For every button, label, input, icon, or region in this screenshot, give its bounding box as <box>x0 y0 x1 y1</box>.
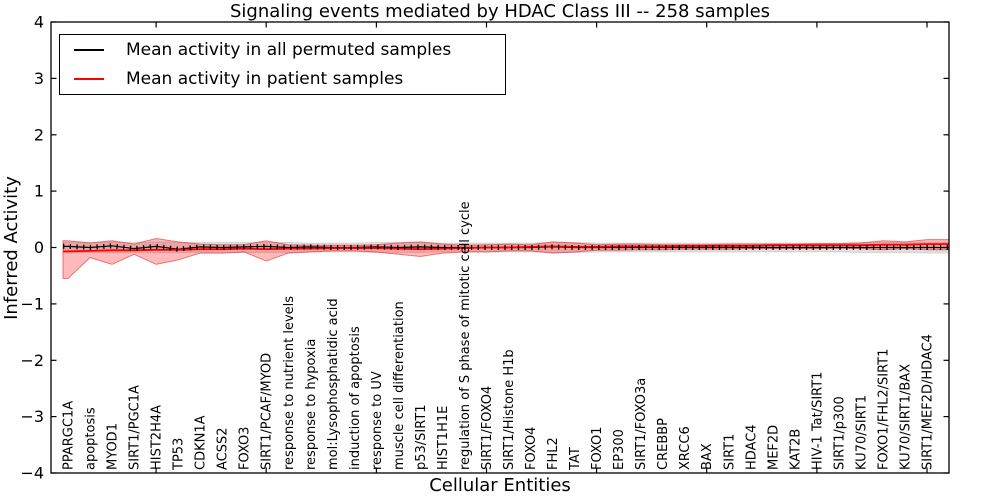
entity-label: ACSS2 <box>216 427 231 470</box>
entity-label: response to nutrient levels <box>282 296 297 470</box>
legend-item-patient: Mean activity in patient samples <box>60 66 505 92</box>
y-axis-label: Inferred Activity <box>1 176 22 320</box>
chart-title: Signaling events mediated by HDAC Class … <box>229 1 771 22</box>
entity-label: TAT <box>568 447 583 471</box>
permuted-line-tick-markers <box>63 243 949 252</box>
entity-label: induction of apoptosis <box>348 326 363 470</box>
patient-line-swatch <box>74 77 104 80</box>
entity-label: CREBBP <box>656 418 671 470</box>
entity-label: EP300 <box>612 429 627 470</box>
y-tick-label: −1 <box>20 294 44 313</box>
entity-label: SIRT1/Histone H1b <box>502 349 517 470</box>
y-tick-label: 2 <box>34 125 44 144</box>
entity-label: response to hypoxia <box>304 339 319 470</box>
y-tick-label: 3 <box>34 69 44 88</box>
entity-label: p53/SIRT1 <box>414 404 429 470</box>
legend-box: Mean activity in all permuted samples Me… <box>59 34 506 95</box>
entity-label: SIRT1/PGC1A <box>128 385 143 470</box>
entity-label: mol:Lysophosphatidic acid <box>326 298 341 470</box>
entity-label: HDAC4 <box>744 424 759 470</box>
entity-label: response to UV <box>370 371 385 470</box>
entity-label: FOXO3 <box>238 427 253 470</box>
legend-item-permuted: Mean activity in all permuted samples <box>60 37 505 63</box>
entity-label: MYOD1 <box>106 423 121 470</box>
data-lines-group <box>63 243 949 253</box>
entity-label: HIV-1 Tat/SIRT1 <box>810 372 825 470</box>
axis-ticks-group <box>51 21 949 474</box>
entity-label: SIRT1 <box>722 434 737 470</box>
entity-label: SIRT1/MEF2D/HDAC4 <box>921 334 936 470</box>
entity-label: SIRT1/FOXO4 <box>480 386 495 470</box>
y-tick-label: −2 <box>20 351 44 370</box>
entity-label: FOXO1/FHL2/SIRT1 <box>876 349 891 470</box>
entity-label: FOXO1 <box>590 427 605 470</box>
y-tick-labels-group: 4 3 2 1 0 −1 −2 −3 −4 <box>20 13 44 483</box>
legend-label-patient: Mean activity in patient samples <box>126 68 404 89</box>
entity-label: TP53 <box>172 438 187 471</box>
patient-mean-line <box>63 243 949 253</box>
y-tick-label: 4 <box>34 13 44 32</box>
entity-label: PPARGC1A <box>62 401 77 470</box>
entity-label: HIST1H1E <box>436 406 451 470</box>
x-category-labels-group: PPARGC1A apoptosis MYOD1 SIRT1/PGC1A HIST2H4… <box>62 201 936 471</box>
y-tick-label: −4 <box>20 464 44 483</box>
entity-label: XRCC6 <box>678 426 693 470</box>
y-tick-label: 0 <box>34 238 44 257</box>
entity-label: HIST2H4A <box>150 405 165 470</box>
entity-label: FOXO4 <box>524 427 539 470</box>
entity-label: KU70/SIRT1/BAX <box>899 364 914 470</box>
entity-label: BAX <box>700 443 715 470</box>
permuted-line-swatch <box>74 49 104 52</box>
entity-label: SIRT1/p300 <box>832 396 847 470</box>
entity-label: regulation of S phase of mitotic cell cy… <box>458 201 473 470</box>
entity-label: MEF2D <box>766 425 781 470</box>
entity-label: CDKN1A <box>194 415 209 470</box>
entity-label: FHL2 <box>546 437 561 470</box>
entity-label: KU70/SIRT1 <box>854 395 869 470</box>
entity-label: muscle cell differentiation <box>392 301 407 470</box>
y-tick-label: −3 <box>20 407 44 426</box>
entity-label: SIRT1/PCAF/MYOD <box>260 353 275 470</box>
y-tick-label: 1 <box>34 182 44 201</box>
entity-label: KAT2B <box>788 429 803 470</box>
entity-label: SIRT1/FOXO3a <box>634 378 649 470</box>
x-axis-label: Cellular Entities <box>429 475 571 496</box>
legend-label-permuted: Mean activity in all permuted samples <box>126 40 452 61</box>
entity-label: apoptosis <box>84 407 99 470</box>
